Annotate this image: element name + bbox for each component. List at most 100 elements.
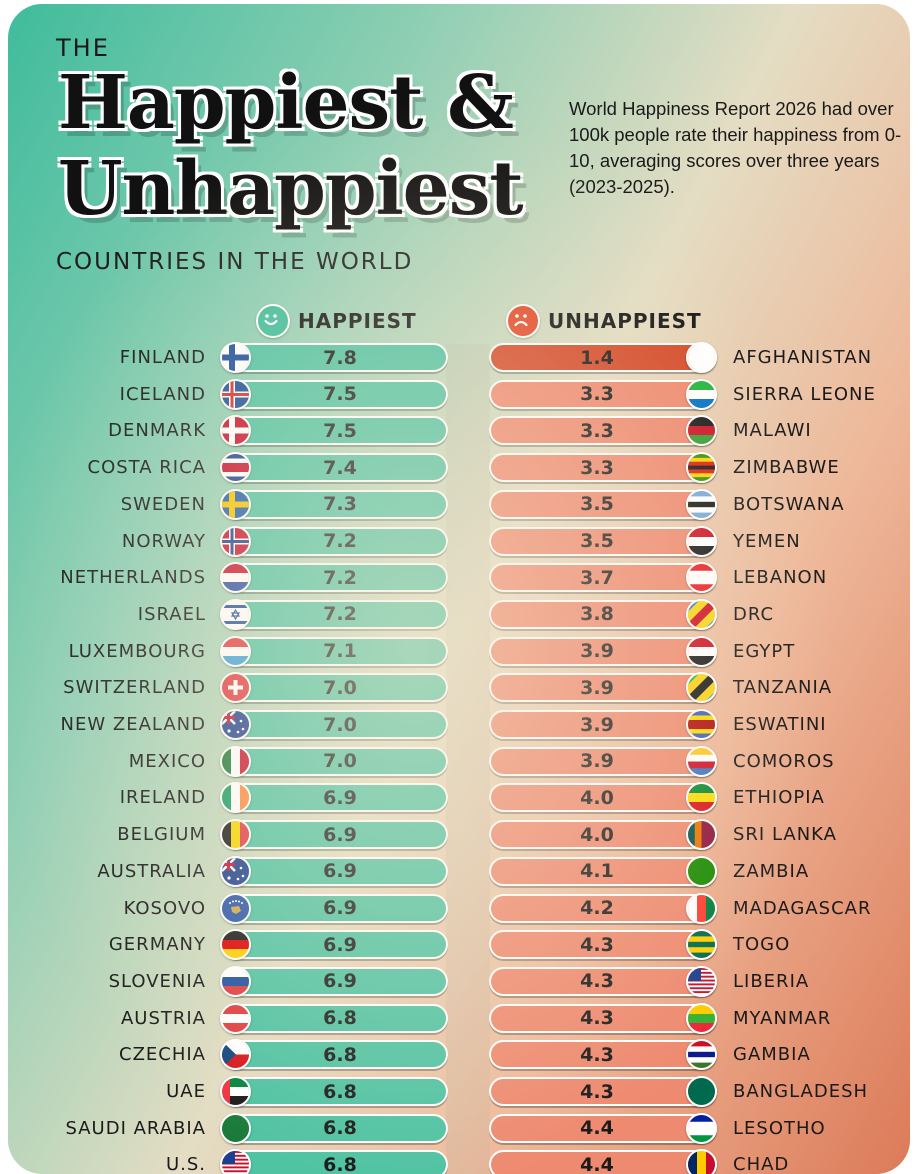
unhappy-score-bar: 1.4: [489, 343, 717, 372]
table-row: NEW ZEALAND 7.0 3.9 ESWATINI: [8, 709, 910, 742]
kosovo-flag-icon: [220, 892, 251, 924]
chad-flag-icon: [686, 1149, 717, 1174]
yemen-flag-icon: [686, 525, 717, 557]
unhappy-country-botswana: BOTSWANA: [733, 493, 845, 515]
unhappy-country-togo: TOGO: [733, 934, 791, 956]
unhappy-score-bar: 3.9: [489, 673, 717, 703]
unhappy-country-yemen: YEMEN: [733, 530, 801, 552]
infographic-card: THE Happiest & Unhappiest COUNTRIES IN T…: [8, 4, 910, 1174]
happy-country-iceland: ICELAND: [119, 383, 206, 405]
unhappy-country-malawi: MALAWI: [733, 420, 812, 442]
happy-score-bar: 6.9: [222, 856, 448, 886]
happy-score-bar: 6.9: [222, 966, 448, 996]
table-row: IRELAND 6.9 4.0 ETHIOPIA: [8, 782, 910, 815]
botswana-flag-icon: [686, 488, 717, 520]
happy-country-austria: AUSTRIA: [120, 1007, 206, 1029]
unhappy-country-eswatini: ESWATINI: [733, 714, 827, 735]
bangladesh-flag-icon: [686, 1076, 717, 1107]
happy-country-belgium: BELGIUM: [117, 824, 206, 846]
sierra-leone-flag-icon: [686, 378, 717, 410]
tanzania-flag-icon: [686, 672, 717, 704]
center-divider: [446, 344, 490, 1174]
happy-country-costa-rica: COSTA RICA: [87, 457, 206, 479]
unhappy-country-sri-lanka: SRI LANKA: [733, 824, 837, 846]
table-row: GERMANY 6.9 4.3 TOGO: [8, 929, 910, 962]
table-row: NORWAY 7.2 3.5 YEMEN: [8, 525, 910, 559]
zimbabwe-flag-icon: [686, 452, 717, 484]
eswatini-flag-icon: [686, 709, 717, 740]
luxembourg-flag-icon: [220, 635, 251, 667]
unhappy-score-bar: 4.0: [489, 783, 717, 813]
unhappy-score-bar: 4.3: [489, 966, 717, 996]
happy-country-israel: ISRAEL: [137, 603, 206, 625]
happy-score-bar: 6.8: [222, 1077, 448, 1106]
costa-rica-flag-icon: [220, 452, 251, 484]
unhappy-score-bar: 3.5: [489, 526, 717, 556]
happy-score-bar: 6.8: [222, 1003, 448, 1033]
myanmar-flag-icon: [686, 1002, 717, 1034]
unhappy-country-sierra-leone: SIERRA LEONE: [733, 383, 876, 405]
unhappy-score-bar: 4.4: [489, 1113, 717, 1143]
unhappy-score-bar: 4.1: [489, 856, 717, 886]
unhappy-country-lebanon: LEBANON: [733, 567, 828, 589]
happy-country-u-s: U.S.: [165, 1154, 206, 1174]
gambia-flag-icon: [686, 1039, 717, 1071]
lebanon-flag-icon: [686, 562, 717, 594]
unhappy-score-bar: 3.3: [489, 453, 717, 483]
netherlands-flag-icon: [220, 562, 251, 594]
liberia-flag-icon: [686, 965, 717, 997]
happy-score-bar: 7.0: [222, 710, 448, 739]
lesotho-flag-icon: [686, 1112, 717, 1144]
table-row: BELGIUM 6.9 4.0 SRI LANKA: [8, 819, 910, 852]
unhappy-country-madagascar: MADAGASCAR: [733, 897, 872, 919]
table-row: AUSTRALIA 6.9 4.1 ZAMBIA: [8, 855, 910, 889]
happy-score-bar: 7.4: [222, 453, 448, 483]
table-row: KOSOVO 6.9 4.2 MADAGASCAR: [8, 892, 910, 926]
happy-country-australia: AUSTRALIA: [97, 860, 206, 882]
happiest-label: HAPPIEST: [298, 309, 417, 333]
denmark-flag-icon: [220, 415, 251, 447]
happy-score-bar: 7.2: [222, 526, 448, 556]
unhappy-country-myanmar: MYANMAR: [733, 1007, 832, 1029]
happy-score-bar: 7.0: [222, 746, 448, 776]
unhappy-score-bar: 3.3: [489, 416, 717, 446]
switzerland-flag-icon: [220, 672, 251, 704]
happy-country-kosovo: KOSOVO: [123, 897, 206, 919]
ireland-flag-icon: [220, 782, 251, 814]
table-row: SWEDEN 7.3 3.5 BOTSWANA: [8, 488, 910, 522]
drc-flag-icon: [686, 598, 717, 630]
egypt-flag-icon: [686, 635, 717, 667]
unhappy-score-bar: 3.7: [489, 563, 717, 593]
happy-country-czechia: CZECHIA: [119, 1044, 206, 1066]
unhappy-score-bar: 3.3: [489, 379, 717, 409]
happy-country-switzerland: SWITZERLAND: [63, 677, 206, 699]
title-line-2: Unhappiest: [58, 146, 524, 232]
table-row: SLOVENIA 6.9 4.3 LIBERIA: [8, 965, 910, 999]
uae-flag-icon: [220, 1076, 251, 1107]
ethiopia-flag-icon: [686, 782, 717, 814]
table-row: CZECHIA 6.8 4.3 GAMBIA: [8, 1039, 910, 1072]
smiley-face-icon: [256, 304, 290, 338]
sweden-flag-icon: [220, 488, 251, 520]
happy-score-bar: 7.1: [222, 636, 448, 666]
unhappy-score-bar: 4.3: [489, 1003, 717, 1033]
unhappy-score-bar: 4.3: [489, 930, 717, 960]
happy-score-bar: 6.9: [222, 820, 448, 850]
unhappy-country-bangladesh: BANGLADESH: [733, 1081, 869, 1102]
unhappy-score-bar: 3.9: [489, 636, 717, 666]
unhappy-country-liberia: LIBERIA: [733, 970, 810, 992]
table-row: SWITZERLAND 7.0 3.9 TANZANIA: [8, 672, 910, 705]
happy-score-bar: 6.8: [222, 1113, 448, 1143]
iceland-flag-icon: [220, 378, 251, 410]
unhappy-country-chad: CHAD: [733, 1154, 790, 1174]
unhappy-score-bar: 3.5: [489, 489, 717, 519]
happy-score-bar: 7.8: [222, 343, 448, 372]
table-row: ICELAND 7.5 3.3 SIERRA LEONE: [8, 378, 910, 412]
madagascar-flag-icon: [686, 892, 717, 924]
unhappy-country-ethiopia: ETHIOPIA: [733, 787, 825, 809]
happy-country-mexico: MEXICO: [128, 750, 206, 772]
germany-flag-icon: [220, 929, 251, 961]
table-row: ISRAEL 7.2 3.8 DRC: [8, 598, 910, 632]
happy-country-new-zealand: NEW ZEALAND: [60, 714, 206, 735]
table-row: DENMARK 7.5 3.3 MALAWI: [8, 415, 910, 448]
